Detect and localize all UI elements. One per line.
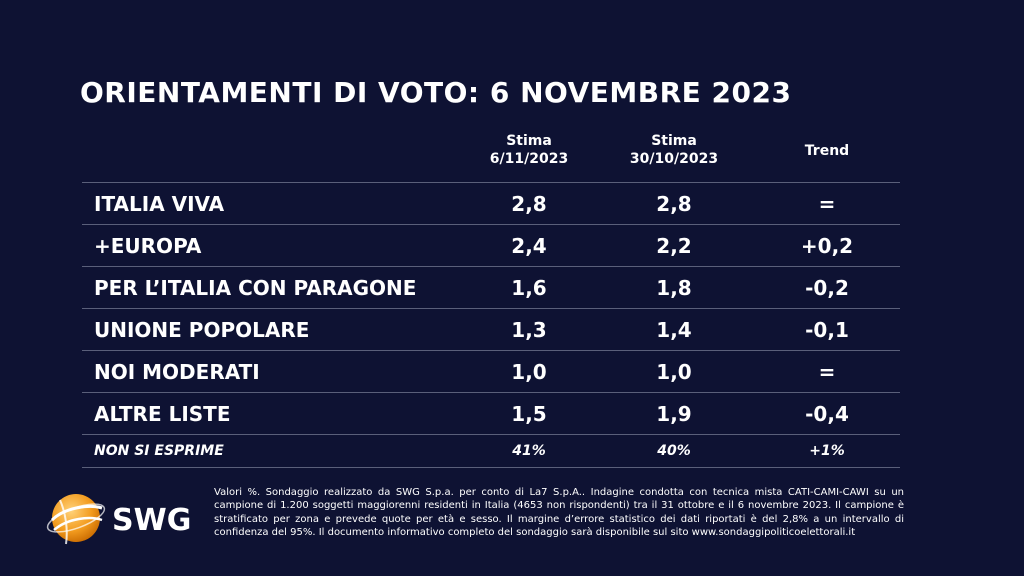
table-body: ITALIA VIVA 2,8 2,8 = +EUROPA 2,4 2,2 +0,2 PER L…: [82, 183, 900, 435]
value-stima-30-10: 2,2: [656, 234, 692, 258]
value-stima-6-11: 1,5: [511, 402, 547, 426]
value-stima-30-10: 1,4: [656, 318, 692, 342]
value-stima-6-11: 2,8: [511, 192, 547, 216]
party-name: +EUROPA: [94, 234, 202, 258]
methodology-note: Valori %. Sondaggio realizzato da SWG S.…: [214, 487, 904, 539]
value-stima-30-10: 1,9: [656, 402, 692, 426]
value-stima-30-10: 40%: [657, 443, 691, 459]
table-header: Stima 6/11/2023 Stima 30/10/2023 Trend: [82, 130, 900, 182]
poll-table: Stima 6/11/2023 Stima 30/10/2023 Trend I…: [82, 130, 900, 468]
header-stima-6-11-line1: Stima: [506, 133, 552, 149]
value-trend: =: [818, 192, 836, 216]
table-row: PER L’ITALIA CON PARAGONE 1,6 1,8 -0,2: [82, 267, 900, 309]
table-row-non-si-esprime: NON SI ESPRIME 41% 40% +1%: [82, 435, 900, 468]
value-stima-6-11: 1,0: [511, 360, 547, 384]
page-title: ORIENTAMENTI DI VOTO: 6 NOVEMBRE 2023: [80, 76, 792, 109]
value-trend: -0,4: [805, 402, 849, 426]
value-trend: =: [818, 360, 836, 384]
value-trend: +0,2: [800, 234, 854, 258]
party-name: ITALIA VIVA: [94, 192, 225, 216]
party-name: NOI MODERATI: [94, 360, 260, 384]
swg-logo: SWG: [46, 494, 191, 545]
value-trend: -0,2: [805, 276, 849, 300]
header-stima-30-10-line1: Stima: [651, 133, 697, 149]
header-stima-30-10: Stima 30/10/2023: [599, 132, 749, 168]
table-row: ALTRE LISTE 1,5 1,9 -0,4: [82, 393, 900, 435]
header-stima-6-11: Stima 6/11/2023: [454, 132, 604, 168]
party-name: PER L’ITALIA CON PARAGONE: [94, 276, 417, 300]
header-stima-6-11-line2: 6/11/2023: [489, 151, 569, 167]
value-stima-30-10: 1,8: [656, 276, 692, 300]
value-stima-6-11: 1,3: [511, 318, 547, 342]
value-trend: +1%: [809, 443, 845, 459]
header-trend-label: Trend: [804, 143, 850, 159]
value-stima-30-10: 2,8: [656, 192, 692, 216]
party-name: UNIONE POPOLARE: [94, 318, 310, 342]
table-row: UNIONE POPOLARE 1,3 1,4 -0,1: [82, 309, 900, 351]
globe-icon: [46, 494, 106, 545]
header-stima-30-10-line2: 30/10/2023: [629, 151, 719, 167]
party-name: ALTRE LISTE: [94, 402, 231, 426]
value-stima-6-11: 41%: [512, 443, 546, 459]
table-row: NOI MODERATI 1,0 1,0 =: [82, 351, 900, 393]
value-stima-6-11: 2,4: [511, 234, 547, 258]
swg-logo-text: SWG: [112, 503, 191, 538]
value-trend: -0,1: [805, 318, 849, 342]
value-stima-6-11: 1,6: [511, 276, 547, 300]
value-stima-30-10: 1,0: [656, 360, 692, 384]
header-trend: Trend: [752, 142, 902, 160]
table-row: +EUROPA 2,4 2,2 +0,2: [82, 225, 900, 267]
party-name: NON SI ESPRIME: [94, 443, 224, 459]
table-row: ITALIA VIVA 2,8 2,8 =: [82, 183, 900, 225]
header-divider: [82, 182, 900, 183]
